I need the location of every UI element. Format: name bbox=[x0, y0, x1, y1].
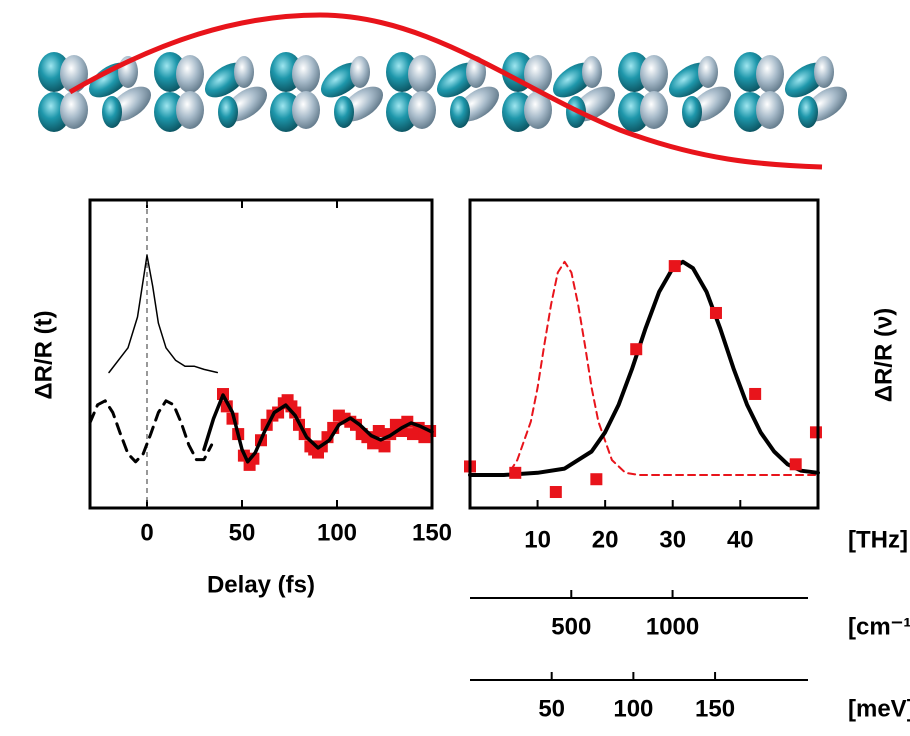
y-axis-label: ΔR/R (t) bbox=[30, 310, 57, 399]
lobe bbox=[234, 56, 254, 88]
secondary-axis-unit: [meV] bbox=[848, 695, 910, 722]
lobe bbox=[408, 91, 436, 129]
data-line bbox=[202, 393, 434, 464]
secondary-tick-label: 1000 bbox=[646, 613, 699, 640]
lobe bbox=[524, 91, 552, 129]
lobe bbox=[814, 56, 834, 88]
data-point bbox=[247, 452, 260, 465]
data-point bbox=[809, 426, 822, 439]
lobe bbox=[292, 55, 320, 93]
secondary-axis-unit: [cm⁻¹] bbox=[848, 613, 910, 640]
lobe bbox=[698, 56, 718, 88]
x-tick-label: 20 bbox=[592, 526, 619, 553]
x-axis-label: Delay (fs) bbox=[207, 571, 315, 598]
data-point bbox=[549, 486, 562, 499]
x-tick-label: 0 bbox=[140, 519, 153, 546]
lobe bbox=[292, 91, 320, 129]
data-point bbox=[668, 260, 681, 273]
lobe bbox=[60, 91, 88, 129]
secondary-tick-label: 500 bbox=[551, 613, 591, 640]
lobe bbox=[334, 96, 354, 128]
x-tick-label: 100 bbox=[317, 519, 357, 546]
lobe bbox=[640, 91, 668, 129]
data-point bbox=[378, 440, 391, 453]
lobe bbox=[756, 55, 784, 93]
data-line bbox=[468, 259, 820, 477]
plot-frame bbox=[468, 198, 820, 510]
lobe bbox=[756, 91, 784, 129]
x-tick-label: 40 bbox=[727, 526, 754, 553]
lobe bbox=[640, 55, 668, 93]
lobe bbox=[798, 96, 818, 128]
lobe bbox=[466, 56, 486, 88]
x-tick-label: 30 bbox=[659, 526, 686, 553]
data-line bbox=[108, 254, 219, 374]
data-line bbox=[88, 399, 214, 464]
secondary-tick-label: 150 bbox=[695, 695, 735, 722]
data-point bbox=[509, 466, 522, 479]
secondary-tick-label: 50 bbox=[538, 695, 565, 722]
lobe bbox=[408, 55, 436, 93]
lobe bbox=[524, 55, 552, 93]
plot-frame bbox=[88, 198, 434, 510]
data-point bbox=[590, 473, 603, 486]
lobe bbox=[176, 55, 204, 93]
lobe bbox=[102, 96, 122, 128]
lobe bbox=[176, 91, 204, 129]
x-tick-label: 150 bbox=[412, 519, 452, 546]
x-tick-label: 50 bbox=[229, 519, 256, 546]
phonon-wave bbox=[68, 12, 823, 170]
orbital-lattice bbox=[38, 52, 848, 132]
data-line bbox=[509, 260, 819, 476]
y-axis-label: ΔR/R (ν) bbox=[870, 308, 897, 403]
x-axis-unit: [THz] bbox=[848, 526, 908, 553]
lobe bbox=[218, 96, 238, 128]
lobe bbox=[682, 96, 702, 128]
data-point bbox=[749, 387, 762, 400]
data-point bbox=[630, 343, 643, 356]
lobe bbox=[450, 96, 470, 128]
data-point bbox=[367, 437, 380, 450]
data-point bbox=[372, 425, 385, 437]
lobe bbox=[582, 56, 602, 88]
secondary-tick-label: 100 bbox=[613, 695, 653, 722]
data-point bbox=[789, 458, 802, 471]
x-tick-label: 10 bbox=[524, 526, 551, 553]
data-point bbox=[709, 306, 722, 319]
data-point bbox=[289, 406, 302, 419]
lobe bbox=[350, 56, 370, 88]
